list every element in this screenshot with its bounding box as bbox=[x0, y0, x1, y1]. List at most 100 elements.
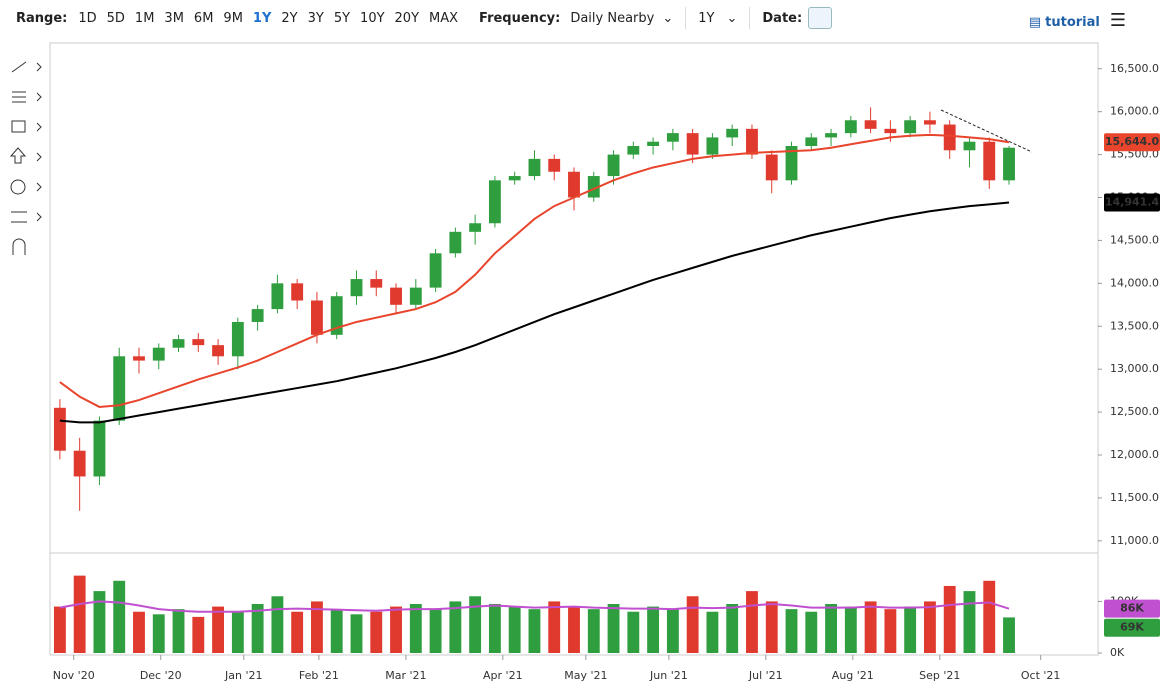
value-label: 15,644.0 bbox=[1105, 135, 1160, 148]
candle-body bbox=[370, 279, 383, 288]
x-tick-label: Oct '21 bbox=[1021, 669, 1061, 682]
volume-bar bbox=[983, 580, 996, 653]
range-button[interactable]: 1M bbox=[134, 10, 155, 26]
volume-bar bbox=[1003, 617, 1015, 653]
range-button[interactable]: 5D bbox=[106, 10, 125, 26]
x-tick-label: Aug '21 bbox=[832, 669, 874, 682]
candle-body bbox=[983, 141, 996, 181]
volume-bar bbox=[765, 601, 778, 653]
volume-bar bbox=[508, 606, 521, 653]
candle-body bbox=[113, 356, 126, 421]
range-button[interactable]: 20Y bbox=[394, 10, 420, 26]
range-button[interactable]: 9M bbox=[223, 10, 243, 26]
candle-body bbox=[963, 141, 976, 151]
volume-bar bbox=[746, 591, 758, 653]
candle-body bbox=[1003, 147, 1015, 181]
candle-body bbox=[844, 120, 857, 134]
candle-body bbox=[469, 223, 482, 232]
candle-body bbox=[825, 133, 837, 138]
candle-body bbox=[350, 279, 363, 297]
candle-body bbox=[528, 158, 541, 177]
moving-average-line bbox=[59, 133, 1010, 408]
candle-body bbox=[212, 345, 225, 357]
volume-bar bbox=[488, 604, 501, 653]
x-tick-label: Jan '21 bbox=[224, 669, 262, 682]
volume-bar bbox=[350, 614, 363, 653]
volume-bar bbox=[73, 575, 86, 653]
candle-body bbox=[330, 296, 343, 335]
y-tick-label: 16,000.0 bbox=[1110, 105, 1159, 118]
volume-average-line bbox=[59, 600, 1010, 613]
volume-bar bbox=[963, 591, 976, 653]
volume-bar bbox=[785, 609, 798, 653]
candle-body bbox=[746, 128, 758, 155]
volume-bar bbox=[152, 614, 165, 653]
tools[interactable] bbox=[9, 61, 42, 255]
tutorial-link[interactable]: ▤ tutorial ☰ bbox=[1028, 10, 1126, 31]
volume-bar bbox=[311, 601, 323, 653]
frequency-label: Frequency: bbox=[479, 10, 561, 26]
value-badge bbox=[1104, 599, 1160, 618]
candle-body bbox=[568, 171, 580, 198]
x-tick-label: Jul '21 bbox=[748, 669, 783, 682]
range-button[interactable]: 5Y bbox=[333, 10, 351, 26]
volume-bar bbox=[844, 606, 857, 653]
candle-body bbox=[706, 137, 719, 155]
candle-body bbox=[627, 146, 640, 155]
candle-body bbox=[785, 146, 798, 181]
volume-bar bbox=[686, 596, 699, 653]
candle-body bbox=[587, 176, 600, 198]
candle-body bbox=[53, 407, 66, 451]
volume-bar bbox=[192, 616, 205, 653]
volume-bar bbox=[627, 611, 640, 653]
candle-body bbox=[172, 339, 185, 348]
value-label: 86K bbox=[1120, 602, 1144, 615]
candle-body bbox=[192, 339, 205, 346]
volume-bar bbox=[429, 609, 442, 653]
range-button[interactable]: 2Y bbox=[281, 10, 298, 26]
candle-body bbox=[647, 141, 660, 147]
volume-bar bbox=[330, 609, 343, 653]
volume-bar bbox=[449, 601, 462, 653]
x-tick-label: Jun '21 bbox=[649, 669, 688, 682]
candle-body bbox=[488, 180, 501, 224]
range-button[interactable]: 3M bbox=[164, 10, 184, 26]
range-button[interactable]: 3Y bbox=[307, 10, 324, 26]
volume-bar bbox=[469, 596, 482, 653]
value-badge bbox=[1104, 618, 1160, 637]
x-tick-label: Nov '20 bbox=[53, 669, 95, 682]
volume-bar bbox=[370, 611, 383, 653]
frequency-select[interactable]: Daily Nearby bbox=[570, 10, 655, 26]
volume-bar bbox=[706, 611, 719, 653]
range-button[interactable]: 1D bbox=[78, 10, 97, 26]
candle-body bbox=[231, 321, 244, 357]
volume-bar bbox=[390, 606, 402, 653]
date-picker[interactable] bbox=[808, 7, 833, 29]
y-tick-label: 12,500.0 bbox=[1110, 405, 1159, 418]
volume-bar bbox=[271, 596, 284, 653]
range-button[interactable]: 1Y bbox=[252, 10, 272, 26]
volume-bar bbox=[53, 606, 66, 653]
volume-bar bbox=[291, 611, 304, 653]
date-label: Date: bbox=[762, 10, 803, 26]
x-tick-label: Feb '21 bbox=[299, 669, 339, 682]
candle-body bbox=[390, 287, 402, 305]
volume-bar bbox=[568, 606, 580, 653]
moving-average-line bbox=[59, 201, 1010, 424]
volume-bar bbox=[587, 609, 600, 653]
candle-body bbox=[271, 283, 284, 310]
volume-tick-label: 0K bbox=[1110, 646, 1125, 659]
y-tick-label: 11,000.0 bbox=[1110, 534, 1159, 547]
volume-bar bbox=[884, 609, 897, 653]
candle-body bbox=[904, 120, 917, 134]
value-label: 69K bbox=[1120, 621, 1144, 634]
candle-body bbox=[73, 450, 86, 477]
period-select[interactable]: 1Y bbox=[698, 10, 715, 26]
range-button[interactable]: MAX bbox=[429, 10, 459, 26]
volume-bar bbox=[666, 609, 679, 653]
candle-body bbox=[429, 253, 442, 288]
range-button[interactable]: 6M bbox=[193, 10, 214, 26]
range-button[interactable]: 10Y bbox=[360, 10, 385, 26]
volume-bar bbox=[943, 585, 956, 653]
